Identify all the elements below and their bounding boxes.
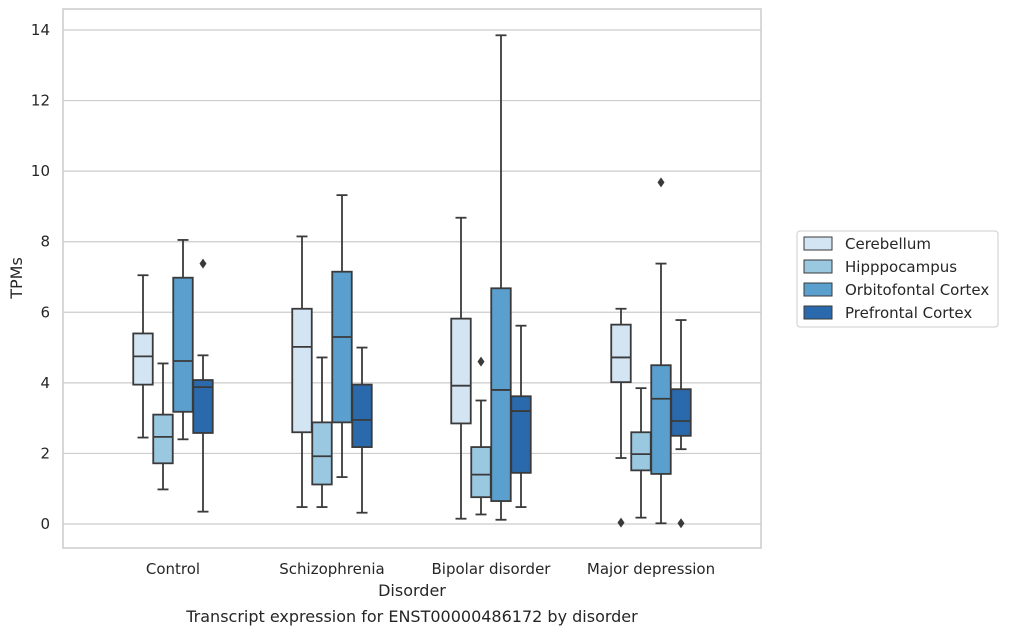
box-iqr: [291, 307, 313, 434]
plot-frame: [62, 8, 762, 549]
legend-item: Cerebellum: [803, 235, 931, 253]
box: [291, 235, 313, 508]
box-iqr: [650, 364, 672, 475]
box-iqr: [470, 446, 492, 499]
box-iqr: [172, 276, 194, 413]
x-tick-label: Control: [146, 560, 200, 578]
box: [152, 362, 174, 491]
y-axis-ticks: 0 2 4 6 8 10 12 14: [31, 21, 50, 533]
box-iqr: [132, 332, 154, 386]
box-iqr: [610, 323, 632, 384]
outlier-point: [199, 258, 207, 269]
y-tick-label: 8: [40, 233, 50, 251]
x-axis-ticks: Control Schizophrenia Bipolar disorder Majo…: [146, 560, 715, 578]
outlier-point: [657, 177, 665, 188]
box: [351, 346, 373, 514]
box-iqr: [490, 287, 512, 502]
box: [450, 216, 472, 520]
outlier-point: [617, 517, 625, 528]
legend-item: Orbitofontal Cortex: [803, 281, 989, 299]
box: [311, 356, 333, 508]
box: [650, 177, 672, 525]
legend-label: Cerebellum: [845, 235, 931, 253]
y-tick-label: 4: [40, 374, 50, 392]
outlier-point: [477, 356, 485, 367]
outlier-point: [677, 518, 685, 529]
box-iqr: [510, 395, 532, 474]
legend-swatch: [803, 259, 833, 274]
legend-label: Prefrontal Cortex: [845, 304, 972, 322]
x-tick-label: Bipolar disorder: [432, 560, 552, 578]
legend-label: Hipppocampus: [845, 258, 957, 276]
box-group: [132, 34, 692, 529]
legend-label: Orbitofontal Cortex: [845, 281, 989, 299]
y-tick-label: 0: [40, 515, 50, 533]
legend-swatch: [803, 305, 833, 320]
box-iqr: [351, 383, 373, 448]
y-tick-label: 2: [40, 444, 50, 462]
y-tick-label: 6: [40, 303, 50, 321]
legend-frame: [796, 230, 999, 328]
box-iqr: [311, 421, 333, 486]
y-tick-label: 12: [31, 92, 50, 110]
box-iqr: [331, 270, 353, 424]
box-iqr: [192, 379, 214, 434]
box-iqr: [450, 317, 472, 425]
box-iqr: [152, 413, 174, 465]
y-tick-label: 14: [31, 21, 50, 39]
box: [670, 319, 692, 529]
legend: Cerebellum Hipppocampus Orbitofontal Corte…: [796, 230, 999, 328]
legend-item: Prefrontal Cortex: [803, 304, 972, 322]
chart-caption: Transcript expression for ENST0000048617…: [185, 607, 638, 626]
box-iqr: [630, 431, 652, 472]
y-axis-title: TPMs: [7, 257, 26, 300]
x-axis-title: Disorder: [378, 581, 446, 600]
legend-swatch: [803, 236, 833, 251]
box: [510, 324, 532, 508]
box-iqr: [670, 388, 692, 437]
box: [331, 194, 353, 478]
box: [172, 239, 194, 441]
box: [470, 356, 492, 516]
box: [192, 258, 214, 513]
box: [630, 387, 652, 519]
x-tick-label: Major depression: [587, 560, 715, 578]
x-tick-label: Schizophrenia: [279, 560, 384, 578]
box: [610, 307, 632, 528]
box: [132, 274, 154, 439]
y-tick-label: 10: [31, 162, 50, 180]
box: [490, 34, 512, 521]
legend-swatch: [803, 282, 833, 297]
legend-item: Hipppocampus: [803, 258, 957, 276]
